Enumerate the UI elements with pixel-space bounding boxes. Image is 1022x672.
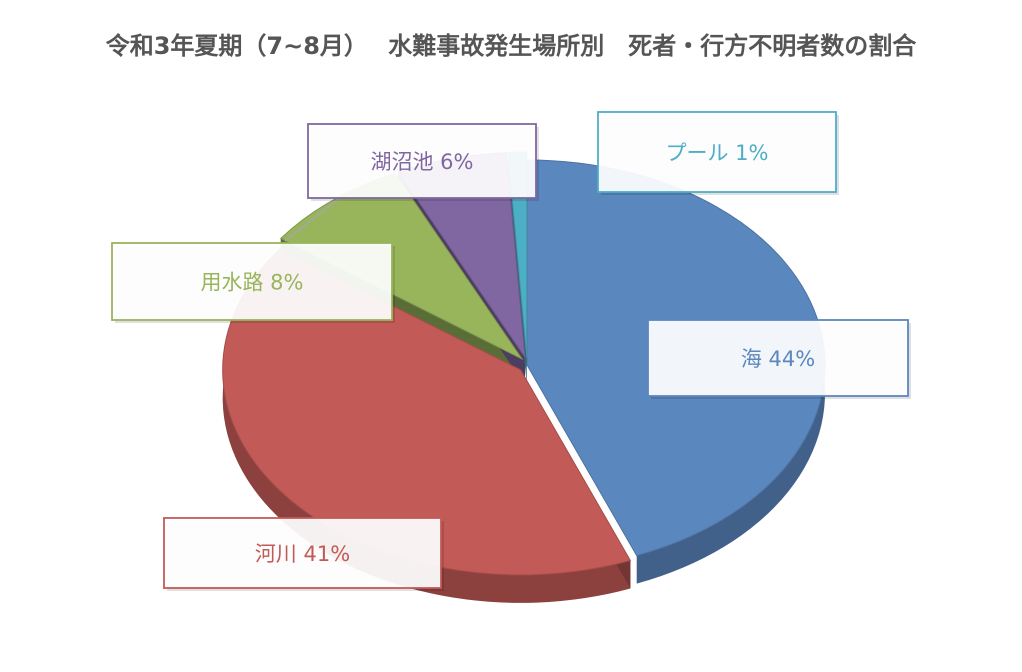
data-label-text: 用水路 8% bbox=[201, 271, 304, 295]
leader-line-2 bbox=[284, 193, 345, 242]
data-label-4: プール 1% bbox=[597, 111, 839, 195]
data-label-box bbox=[163, 517, 442, 589]
data-label-text: 海 44% bbox=[741, 347, 815, 371]
data-label-text: 湖沼池 6% bbox=[371, 150, 474, 174]
data-label-box bbox=[597, 111, 837, 193]
chart-title: 令和3年夏期（7~8月） 水難事故発生場所別 死者・行方不明者数の割合 bbox=[105, 32, 917, 60]
data-label-text: 河川 41% bbox=[255, 542, 350, 566]
data-label-3: 湖沼池 6% bbox=[307, 123, 539, 201]
data-label-text: プール 1% bbox=[666, 141, 769, 165]
data-label-2: 用水路 8% bbox=[111, 242, 395, 323]
data-label-box bbox=[307, 123, 537, 199]
data-label-box bbox=[647, 319, 909, 397]
data-label-box bbox=[111, 242, 393, 321]
data-label-0: 海 44% bbox=[647, 319, 911, 399]
leader-lines bbox=[284, 193, 345, 242]
data-labels: 海 44% 河川 41% 用水路 8% 湖沼池 6% プール 1% bbox=[111, 111, 911, 591]
data-label-1: 河川 41% bbox=[163, 517, 444, 591]
